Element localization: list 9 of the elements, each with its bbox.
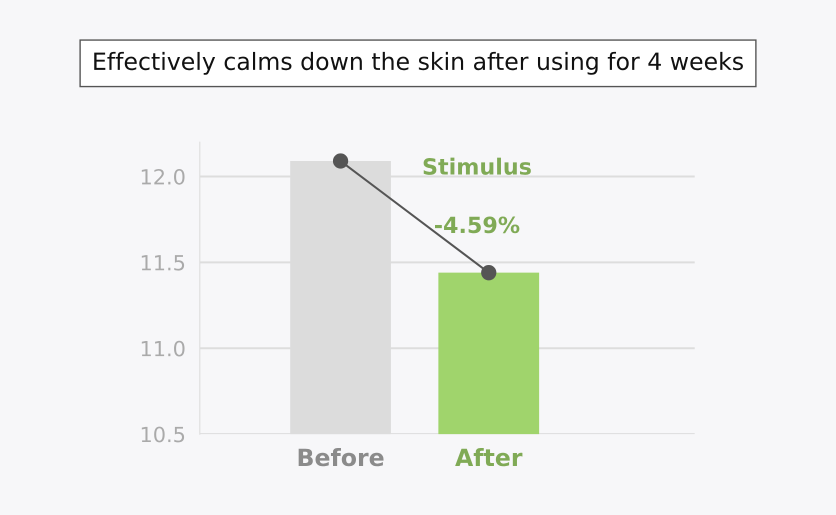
- annotation: Stimulus: [424, 158, 531, 175]
- y-tick-label: 12.0: [142, 168, 185, 185]
- y-tick-label: 10.5: [142, 426, 184, 442]
- x-tick-label: Before: [298, 448, 384, 466]
- chart-title: Effectively calms down the skin after using for 4 weeks: [94, 52, 743, 75]
- x-tick-label: After: [455, 448, 522, 466]
- y-tick-label: 11.5: [142, 255, 184, 271]
- y-tick-label: 11.0: [142, 340, 185, 356]
- annotation: -4.59%: [435, 216, 520, 234]
